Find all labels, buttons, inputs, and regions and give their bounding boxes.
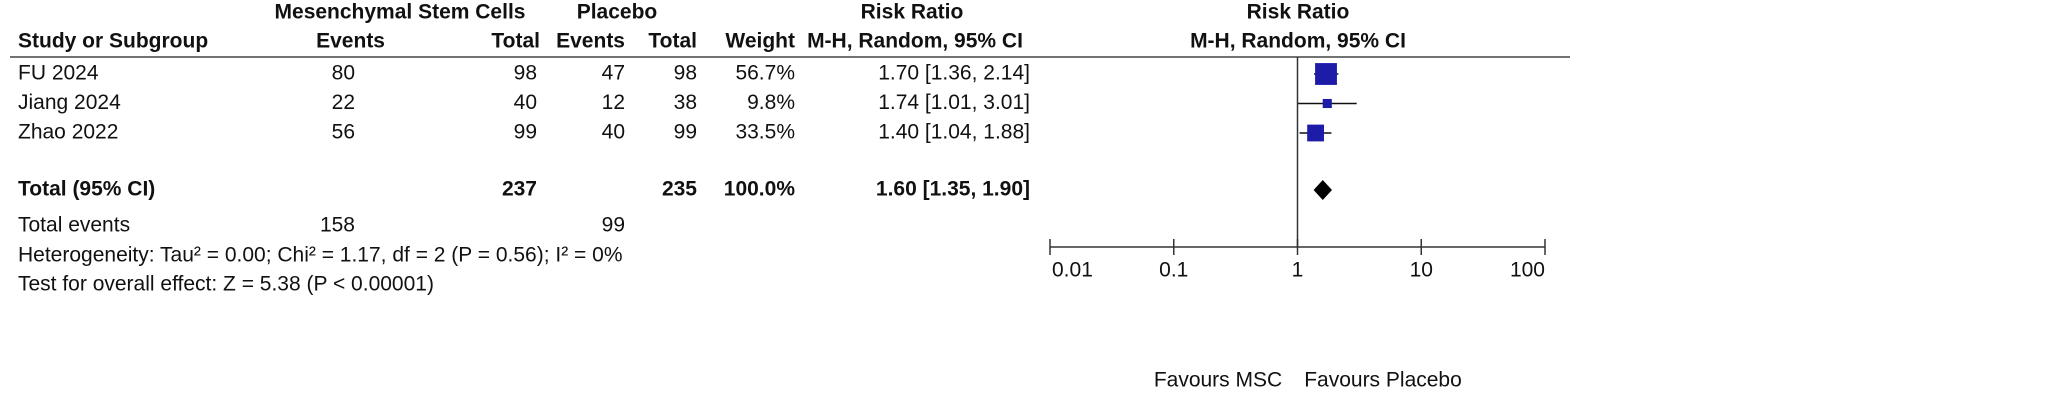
events: 12 [602,91,625,114]
events: 158 [320,214,355,237]
risk-ratio: 1.74 [1.01, 3.01] [878,91,1030,114]
header: Events [316,30,385,53]
header: Risk Ratio [861,1,964,24]
effect-square [1315,63,1337,85]
x-tick-label: 10 [1410,259,1433,282]
header: Total [491,30,540,53]
overall-effect: Test for overall effect: Z = 5.38 (P < 0… [18,273,434,296]
heterogeneity: Heterogeneity: Tau² = 0.00; Chi² = 1.17,… [18,244,623,267]
header: Mesenchymal Stem Cells [275,1,526,24]
x-tick-label: 1 [1292,259,1304,282]
risk-ratio: 1.70 [1.36, 2.14] [878,62,1030,85]
total: 237 [502,178,537,201]
total-events: Total events [18,214,130,237]
study-name: Jiang 2024 [18,91,121,114]
header: Study or Subgroup [18,30,208,53]
header: Total [648,30,697,53]
weight: 9.8% [747,91,795,114]
favours-label: Favours Placebo [1304,369,1462,392]
total: 40 [514,91,537,114]
pooled-diamond [1313,180,1332,200]
x-tick-label: 0.01 [1052,259,1093,282]
risk-ratio: 1.60 [1.35, 1.90] [876,178,1030,201]
total: 235 [662,178,697,201]
header: Risk Ratio [1247,1,1350,24]
weight: 33.5% [735,121,795,144]
study-name: FU 2024 [18,62,99,85]
x-tick-label: 0.1 [1159,259,1188,282]
effect-square [1307,124,1324,142]
header: Placebo [577,1,658,24]
header: M-H, Random, 95% CI [807,30,1023,53]
header: Events [556,30,625,53]
risk-ratio: 1.40 [1.04, 1.88] [878,121,1030,144]
total: 38 [674,91,697,114]
events: 80 [332,62,355,85]
events: 56 [332,121,355,144]
weight: 100.0% [724,178,796,201]
events: 40 [602,121,625,144]
events: 99 [602,214,625,237]
x-tick-label: 100 [1510,259,1545,282]
total: 98 [514,62,537,85]
total: 99 [514,121,537,144]
weight: 56.7% [735,62,795,85]
study-name: Zhao 2022 [18,121,118,144]
events: 47 [602,62,625,85]
events: 22 [332,91,355,114]
total: 99 [674,121,697,144]
effect-square [1322,98,1332,109]
favours-label: Favours MSC [1154,369,1282,392]
header: M-H, Random, 95% CI [1190,30,1406,53]
total-name: Total (95% CI) [18,178,155,201]
header: Weight [725,30,795,53]
total: 98 [674,62,697,85]
